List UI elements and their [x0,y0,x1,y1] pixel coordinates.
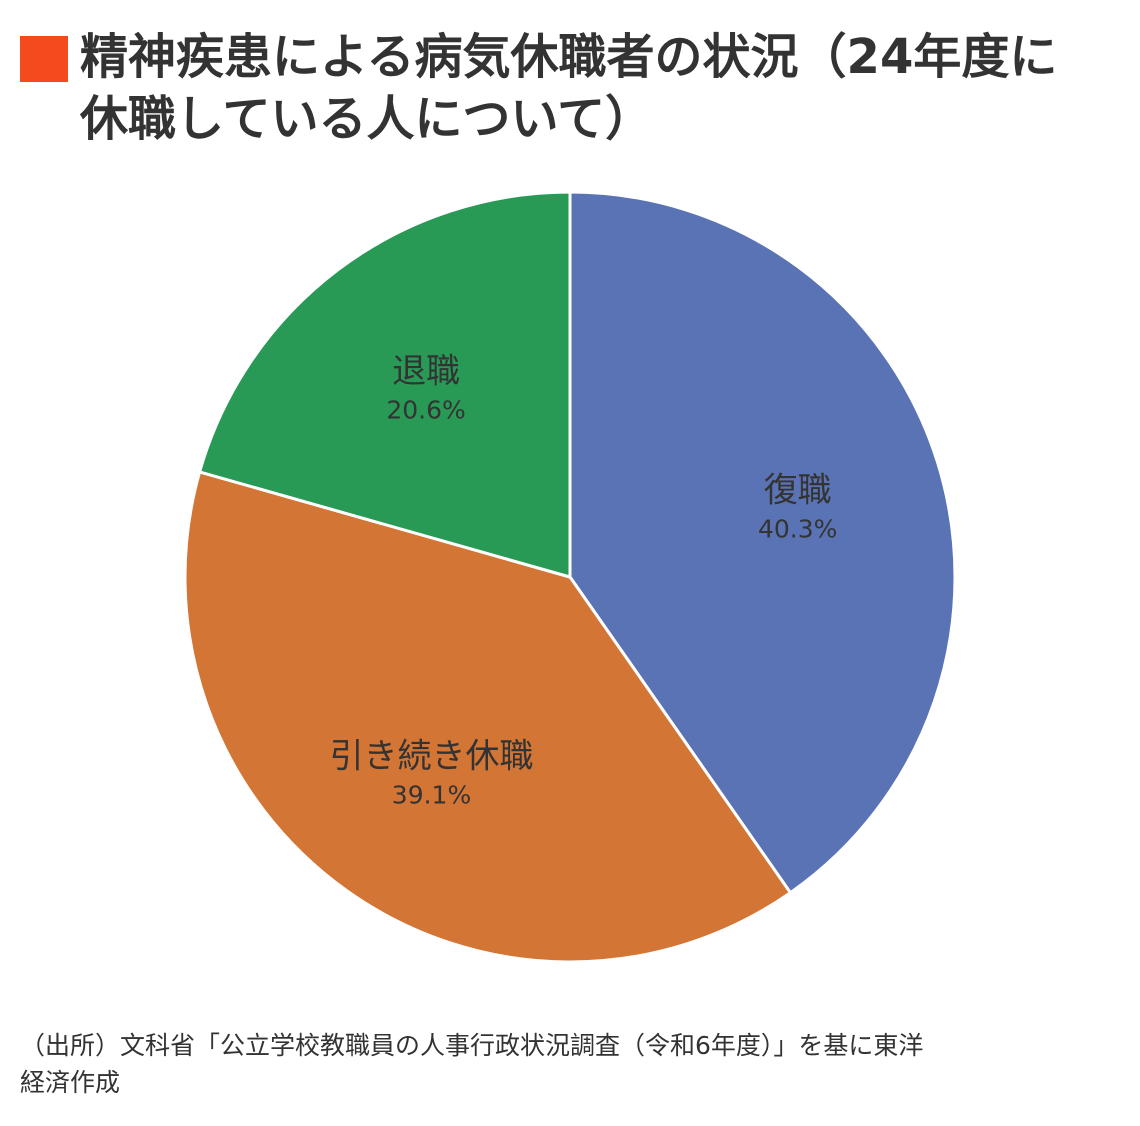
pie-slice-label-3: 退職 [392,352,460,392]
source-note-line-1: （出所）文科省「公立学校教職員の人事行政状況調査（令和6年度）」を基に東洋 [20,1031,924,1060]
title-block: 精神疾患による病気休職者の状況（24年度に 休職している人について） [20,26,1120,150]
pie-slice-value-2: 39.1% [392,780,471,809]
pie-chart: 復職 40.3% 引き続き休職 39.1% 退職 20.6% [183,190,957,964]
chart-title-line-2: 休職している人について） [80,91,654,147]
chart-title-line-1: 精神疾患による病気休職者の状況（24年度に [80,29,1058,85]
pie-slice-label-2: 引き続き休職 [330,736,534,776]
pie-labels: 復職 40.3% 引き続き休職 39.1% 退職 20.6% [330,352,838,810]
source-note: （出所）文科省「公立学校教職員の人事行政状況調査（令和6年度）」を基に東洋 経済… [20,1027,1120,1101]
pie-slice-label-1: 復職 [764,470,832,510]
pie-slice-value-3: 20.6% [386,396,465,425]
pie-slice-3 [198,190,572,579]
pie-slices [183,190,957,964]
chart-title: 精神疾患による病気休職者の状況（24年度に 休職している人について） [20,26,1120,150]
pie-slice-value-1: 40.3% [758,514,837,543]
title-marker [20,36,68,82]
source-note-line-2: 経済作成 [20,1068,121,1097]
pie-slice-1 [568,190,957,895]
pie-slice-2 [183,470,792,964]
